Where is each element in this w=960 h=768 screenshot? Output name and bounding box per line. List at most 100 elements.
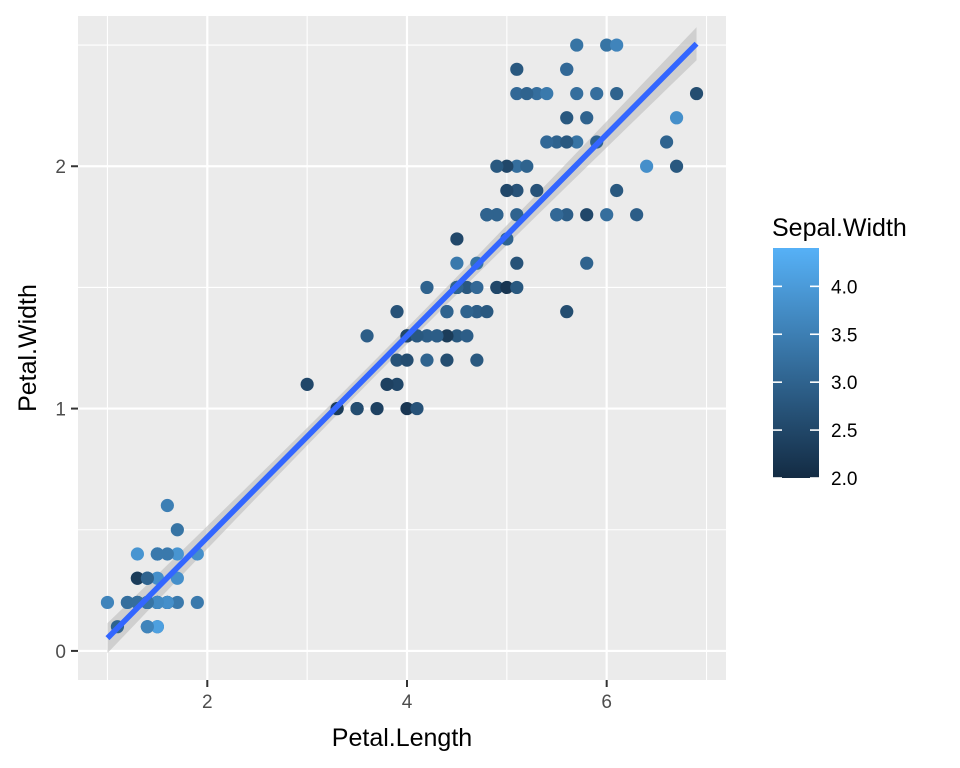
data-point <box>659 135 674 149</box>
legend-label: 4.0 <box>831 277 857 298</box>
data-point <box>510 159 524 173</box>
data-point <box>470 305 484 319</box>
data-point <box>560 135 574 149</box>
data-point <box>610 38 624 52</box>
data-point <box>420 353 434 367</box>
data-point <box>590 86 604 101</box>
data-point <box>480 208 494 222</box>
grid-major <box>78 16 726 680</box>
x-tick-label: 6 <box>601 692 612 713</box>
data-point <box>400 401 414 416</box>
data-point <box>370 401 384 416</box>
data-point <box>190 595 204 610</box>
data-point <box>420 329 434 343</box>
data-point <box>490 280 504 295</box>
data-point <box>560 305 574 319</box>
data-point <box>430 329 444 343</box>
data-point <box>530 86 544 101</box>
x-axis: 2 4 6 <box>202 680 612 713</box>
y-axis: 0 1 2 <box>55 157 78 663</box>
data-point <box>380 377 394 391</box>
data-point <box>150 595 164 610</box>
data-point <box>160 498 174 513</box>
data-point <box>140 620 154 634</box>
data-point <box>530 183 544 198</box>
data-point <box>580 111 594 125</box>
legend: Sepal.Width 2.0 2.5 3.0 3.5 4.0 <box>772 214 907 490</box>
data-point <box>420 280 434 295</box>
regression-line <box>105 41 699 641</box>
data-point <box>580 256 594 270</box>
data-point <box>130 571 145 585</box>
data-point <box>560 62 574 76</box>
data-point <box>470 353 484 367</box>
data-points <box>100 38 704 634</box>
data-point <box>470 280 484 295</box>
data-point <box>300 377 314 391</box>
legend-title: Sepal.Width <box>772 214 907 242</box>
data-point <box>450 329 464 343</box>
data-point <box>400 353 414 367</box>
data-point <box>640 159 654 173</box>
data-point <box>540 135 554 149</box>
data-point <box>490 159 504 173</box>
data-point <box>500 183 514 198</box>
data-point <box>440 329 454 343</box>
data-point <box>140 571 154 585</box>
data-point <box>510 86 524 101</box>
y-tick-label: 0 <box>55 642 66 663</box>
data-point <box>440 353 454 367</box>
data-point <box>160 547 174 561</box>
data-point <box>550 135 564 149</box>
data-point <box>160 595 174 610</box>
x-axis-title: Petal.Length <box>332 724 472 752</box>
data-point <box>520 159 534 173</box>
data-point <box>150 547 164 561</box>
y-axis-title: Petal.Width <box>14 284 42 412</box>
data-point <box>570 135 584 149</box>
legend-label: 2.0 <box>831 469 857 490</box>
data-point <box>460 329 474 343</box>
data-point <box>170 547 184 561</box>
data-point <box>669 111 684 125</box>
legend-ticks: 2.0 2.5 3.0 3.5 4.0 <box>773 277 857 490</box>
data-point <box>410 401 424 416</box>
data-point <box>460 305 474 319</box>
legend-label: 3.5 <box>831 325 857 346</box>
smooth-line <box>105 41 699 641</box>
data-point <box>610 183 624 198</box>
data-point <box>390 353 404 367</box>
y-tick-label: 2 <box>55 157 66 178</box>
x-tick-label: 4 <box>402 692 413 713</box>
data-point <box>600 208 614 222</box>
data-point <box>390 305 404 319</box>
data-point <box>550 208 564 222</box>
data-point <box>480 305 494 319</box>
data-point <box>689 86 704 101</box>
data-point <box>390 377 404 391</box>
x-tick-label: 2 <box>202 692 213 713</box>
data-point <box>150 620 164 634</box>
data-point <box>100 595 115 610</box>
data-point <box>130 547 145 561</box>
legend-colorbar <box>773 248 819 478</box>
data-point <box>120 595 135 610</box>
data-point <box>610 86 624 101</box>
data-point <box>570 38 584 52</box>
data-point <box>630 208 644 222</box>
data-point <box>350 401 364 416</box>
data-point <box>170 595 184 610</box>
legend-label: 3.0 <box>831 373 857 394</box>
data-point <box>560 208 574 222</box>
data-point <box>500 280 514 295</box>
data-point <box>580 208 594 222</box>
y-tick-label: 1 <box>55 400 66 421</box>
data-point <box>669 159 684 173</box>
data-point <box>170 523 184 537</box>
data-point <box>600 38 614 52</box>
data-point <box>510 183 524 198</box>
legend-label: 2.5 <box>831 421 857 442</box>
data-point <box>450 232 464 246</box>
data-point <box>520 86 534 101</box>
